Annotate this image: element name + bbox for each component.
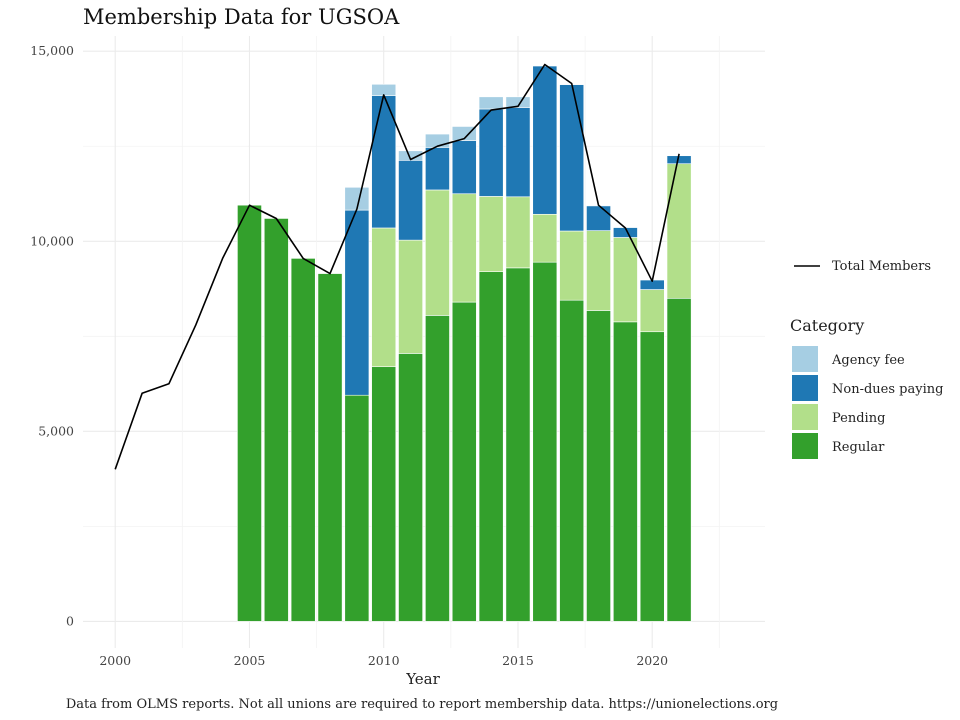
chart-title: Membership Data for UGSOA [83, 5, 400, 29]
bar-non-dues-paying-2011 [398, 160, 423, 241]
bar-regular-2013 [451, 301, 477, 622]
x-tick-label: 2000 [99, 653, 131, 668]
legend: Total Members Category Agency fee Non-dues … [790, 259, 943, 459]
bar-non-dues-paying-2016 [532, 65, 558, 215]
bar-pending-2020 [639, 289, 665, 333]
bar-agency-fee-2014 [478, 96, 504, 110]
x-tick-label: 2010 [368, 653, 400, 668]
bar-non-dues-paying-2018 [586, 205, 611, 231]
bar-agency-fee-2015 [505, 96, 531, 108]
bars [237, 65, 692, 622]
bar-regular-2017 [559, 299, 585, 622]
bar-pending-2014 [478, 196, 504, 272]
total-members-line-path [114, 63, 680, 470]
bar-regular-2015 [505, 267, 531, 622]
legend-label-non-dues-paying: Non-dues paying [832, 382, 943, 397]
x-axis-label: Year [405, 670, 440, 688]
bar-non-dues-paying-2012 [425, 147, 450, 191]
y-tick-labels: 0 5,000 10,000 15,000 [30, 43, 74, 628]
bar-regular-2020 [639, 331, 665, 622]
bar-pending-2013 [451, 193, 477, 303]
bar-regular-2007 [290, 258, 316, 622]
bar-regular-2016 [532, 261, 558, 622]
legend-label-total-members: Total Members [832, 259, 931, 274]
bar-regular-2012 [425, 315, 450, 622]
x-tick-labels: 2000 2005 2010 2015 2020 [99, 653, 668, 668]
bar-agency-fee-2011 [398, 150, 423, 161]
bar-non-dues-paying-2014 [478, 108, 504, 197]
bar-regular-2014 [478, 271, 504, 622]
legend-label-agency-fee: Agency fee [831, 353, 905, 368]
bar-regular-2008 [317, 273, 343, 622]
bar-regular-2005 [237, 204, 262, 622]
bar-agency-fee-2010 [371, 83, 397, 96]
bar-regular-2018 [586, 310, 611, 622]
bar-pending-2017 [559, 230, 585, 301]
bar-pending-2021 [666, 163, 692, 299]
bar-agency-fee-2013 [451, 126, 477, 141]
bar-non-dues-paying-2015 [505, 107, 531, 198]
legend-title: Category [790, 316, 864, 335]
legend-swatch-pending [792, 404, 818, 430]
bar-pending-2019 [612, 237, 638, 323]
y-tick-label: 15,000 [30, 43, 74, 58]
y-tick-label: 0 [66, 613, 74, 628]
bar-pending-2016 [532, 213, 558, 263]
bar-regular-2021 [666, 297, 692, 622]
bar-regular-2019 [612, 321, 638, 622]
bar-regular-2006 [263, 218, 289, 622]
y-tick-label: 10,000 [30, 233, 74, 248]
bar-pending-2015 [505, 196, 531, 269]
bar-pending-2010 [371, 227, 397, 368]
bar-regular-2010 [371, 366, 397, 622]
bar-pending-2012 [425, 189, 450, 316]
bar-regular-2011 [398, 353, 423, 622]
x-tick-label: 2005 [234, 653, 266, 668]
total-members-line [114, 63, 680, 470]
legend-label-pending: Pending [832, 411, 885, 426]
legend-swatch-regular [792, 433, 818, 459]
bar-non-dues-paying-2010 [371, 95, 397, 229]
legend-label-regular: Regular [832, 440, 885, 455]
legend-swatch-agency-fee [792, 346, 818, 372]
bar-non-dues-paying-2009 [344, 209, 370, 396]
bar-pending-2018 [586, 230, 611, 311]
bar-non-dues-paying-2013 [451, 140, 477, 195]
bar-non-dues-paying-2017 [559, 84, 585, 232]
y-tick-label: 5,000 [38, 423, 74, 438]
x-tick-label: 2020 [636, 653, 668, 668]
bar-pending-2011 [398, 239, 423, 354]
bar-regular-2009 [344, 394, 370, 622]
x-tick-label: 2015 [502, 653, 534, 668]
chart-caption: Data from OLMS reports. Not all unions a… [66, 697, 778, 712]
legend-swatch-non-dues-paying [792, 375, 818, 401]
